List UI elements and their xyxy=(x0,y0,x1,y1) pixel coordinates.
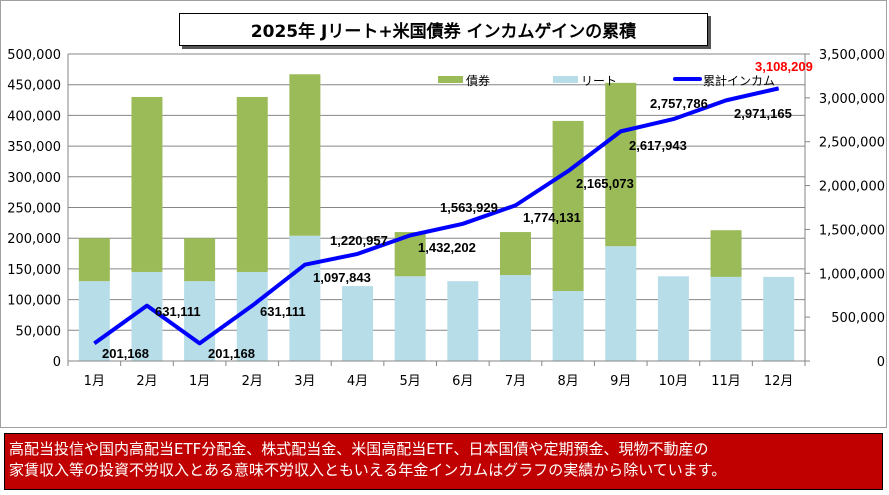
x-axis-tick-label: 2月 xyxy=(136,374,157,389)
bar-reit xyxy=(552,291,584,361)
bar-reit xyxy=(236,271,268,361)
x-axis-tick-label: 10月 xyxy=(659,374,689,389)
bar-bond xyxy=(552,120,584,292)
bar-bond xyxy=(710,230,742,277)
right-axis-tick-label: 1,500,000 xyxy=(819,223,885,238)
line-data-label: 1,432,202 xyxy=(418,240,476,255)
line-data-label: 2,971,165 xyxy=(734,106,792,121)
left-axis-tick-label: 200,000 xyxy=(7,232,61,247)
right-axis-tick-label: 0 xyxy=(877,355,885,370)
bar-bond xyxy=(605,82,637,247)
x-axis-tick-label: 8月 xyxy=(557,374,578,389)
x-axis-tick-label: 4月 xyxy=(347,374,368,389)
legend-label: 債券 xyxy=(466,73,490,88)
legend-label: 累計インカム xyxy=(703,73,775,88)
bar-bond xyxy=(184,238,216,282)
right-axis-tick-label: 1,000,000 xyxy=(819,267,885,282)
line-data-label: 3,108,209 xyxy=(755,59,813,74)
bar-reit xyxy=(394,276,426,361)
line-data-label: 1,220,957 xyxy=(330,233,388,248)
x-axis-tick-label: 1月 xyxy=(189,374,210,389)
x-axis-tick-label: 2月 xyxy=(242,374,263,389)
line-data-label: 1,097,843 xyxy=(313,270,371,285)
bar-bond xyxy=(289,74,321,236)
line-data-label: 631,111 xyxy=(260,304,306,319)
bar-reit xyxy=(342,286,374,361)
x-axis-tick-label: 11月 xyxy=(711,374,741,389)
right-axis-tick-label: 500,000 xyxy=(831,311,885,326)
bar-bond xyxy=(499,232,531,276)
left-axis-tick-label: 300,000 xyxy=(7,171,61,186)
legend-label: リート xyxy=(581,74,617,88)
x-axis-tick-label: 5月 xyxy=(400,374,421,389)
bar-reit xyxy=(184,281,216,361)
right-axis-tick-label: 2,000,000 xyxy=(819,180,885,195)
bar-bond xyxy=(236,96,268,272)
line-data-label: 2,165,073 xyxy=(576,176,634,191)
line-data-label: 631,111 xyxy=(155,304,201,319)
bar-reit xyxy=(763,276,795,361)
bar-bond xyxy=(131,96,163,272)
line-data-label: 201,168 xyxy=(208,346,255,361)
line-data-label: 1,774,131 xyxy=(523,210,581,225)
chart-frame xyxy=(0,0,887,428)
line-data-label: 201,168 xyxy=(102,346,149,361)
left-axis-tick-label: 0 xyxy=(53,355,61,370)
right-axis-tick-label: 2,500,000 xyxy=(819,136,885,151)
bar-reit xyxy=(289,235,321,361)
bar-reit xyxy=(447,281,479,361)
x-axis-tick-label: 9月 xyxy=(610,374,631,389)
chart-title-text: 2025年 Jリート+米国債券 インカムゲインの累積 xyxy=(250,22,637,42)
bar-reit xyxy=(78,281,110,361)
left-axis-tick-label: 350,000 xyxy=(7,140,61,155)
bar-reit xyxy=(710,276,742,361)
bar-reit xyxy=(657,276,689,361)
bar-bond xyxy=(78,238,110,282)
line-data-label: 2,757,786 xyxy=(650,96,708,111)
chart-title: 2025年 Jリート+米国債券 インカムゲインの累積 xyxy=(179,13,708,46)
legend-swatch xyxy=(438,76,463,83)
left-axis-tick-label: 500,000 xyxy=(7,48,61,63)
legend-swatch xyxy=(553,76,578,83)
disclaimer-line-1: 高配当投信や国内高配当ETF分配金、株式配当金、米国高配当ETF、日本国債や定期… xyxy=(9,440,709,458)
x-axis-tick-label: 3月 xyxy=(294,374,315,389)
line-data-label: 2,617,943 xyxy=(629,138,687,153)
cumulative-income-line xyxy=(93,86,780,346)
disclaimer-banner: 高配当投信や国内高配当ETF分配金、株式配当金、米国高配当ETF、日本国債や定期… xyxy=(4,433,883,490)
right-axis-tick-label: 3,000,000 xyxy=(819,92,885,107)
x-axis-tick-label: 1月 xyxy=(84,374,105,389)
x-axis-tick-label: 12月 xyxy=(764,374,794,389)
bar-reit xyxy=(499,275,531,361)
x-axis-tick-label: 7月 xyxy=(505,374,526,389)
right-axis-tick-label: 3,500,000 xyxy=(819,48,885,63)
bar-reit xyxy=(131,271,163,361)
disclaimer-line-2: 家賃収入等の投資不労収入とある意味不労収入ともいえる年金インカムはグラフの実績か… xyxy=(9,461,727,479)
left-axis-tick-label: 400,000 xyxy=(7,109,61,124)
bar-reit xyxy=(605,246,637,361)
left-axis-tick-label: 150,000 xyxy=(7,263,61,278)
left-axis-tick-label: 50,000 xyxy=(16,324,62,339)
left-axis-tick-label: 250,000 xyxy=(7,202,61,217)
x-axis-tick-label: 6月 xyxy=(452,374,473,389)
left-axis-tick-label: 100,000 xyxy=(7,294,61,309)
chart-svg: 0 50,000 100,000 150,000 200,000 250,000 300,0… xyxy=(7,48,885,389)
left-axis-tick-label: 450,000 xyxy=(7,79,61,94)
line-data-label: 1,563,929 xyxy=(440,200,498,215)
